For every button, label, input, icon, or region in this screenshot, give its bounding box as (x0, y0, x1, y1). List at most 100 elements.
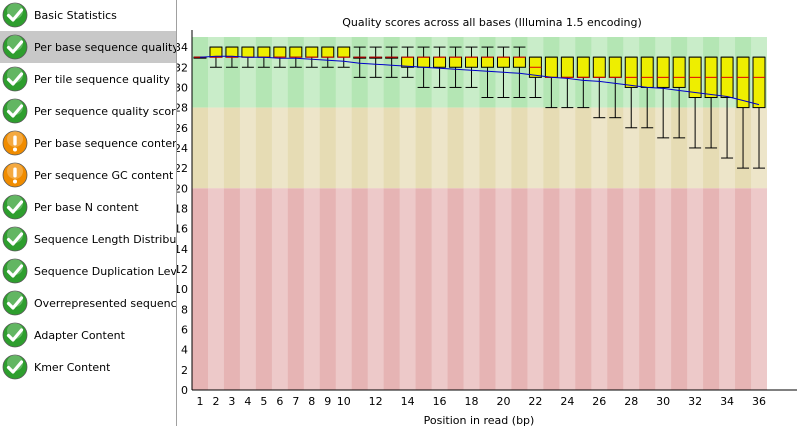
y-tick-label: 6 (181, 323, 188, 336)
box-plot (321, 46, 335, 68)
iqr-box (465, 56, 479, 68)
module-item[interactable]: Sequence Duplication Levels (0, 255, 176, 287)
box-plot (592, 56, 606, 119)
module-label: Basic Statistics (34, 8, 117, 22)
box-plot (496, 46, 510, 99)
zone-stripe (367, 188, 384, 390)
x-tick-label: 14 (401, 395, 415, 408)
x-tick-label: 10 (337, 395, 351, 408)
module-label: Per base sequence content (34, 136, 176, 150)
module-item[interactable]: Adapter Content (0, 319, 176, 351)
module-item[interactable]: Per sequence quality scores (0, 95, 176, 127)
zone-stripe (527, 107, 544, 189)
iqr-box (640, 56, 654, 88)
zone-stripe (239, 107, 256, 189)
check-icon (2, 226, 28, 252)
module-item[interactable]: Sequence Length Distribution (0, 223, 176, 255)
zone-stripe (335, 107, 352, 189)
module-item[interactable]: Per base sequence content (0, 127, 176, 159)
module-item[interactable]: Per base N content (0, 191, 176, 223)
x-tick-label: 3 (228, 395, 235, 408)
box-plot (576, 56, 590, 109)
iqr-box (257, 46, 271, 58)
module-label: Sequence Length Distribution (34, 232, 176, 246)
x-axis-label: Position in read (bp) (424, 414, 535, 426)
zone-stripe (399, 107, 416, 189)
y-tick-label: 18 (177, 202, 188, 215)
x-tick-label: 28 (624, 395, 638, 408)
check-icon (2, 258, 28, 284)
x-tick-label: 8 (308, 395, 315, 408)
x-tick-label: 20 (496, 395, 510, 408)
box-plot (465, 46, 479, 88)
iqr-box (209, 46, 223, 58)
iqr-box (608, 56, 622, 78)
iqr-box (752, 56, 766, 109)
zone-stripe (591, 107, 608, 189)
y-tick-label: 28 (177, 102, 188, 115)
box-plot (225, 46, 239, 68)
y-tick-label: 16 (177, 223, 188, 236)
y-tick-label: 4 (181, 344, 188, 357)
check-icon (2, 2, 28, 28)
module-label: Per base N content (34, 200, 139, 214)
x-tick-label: 6 (276, 395, 283, 408)
module-label: Overrepresented sequences (34, 296, 176, 310)
zone-stripe (559, 188, 576, 390)
module-label: Sequence Duplication Levels (34, 264, 176, 278)
zone-stripe (303, 188, 320, 390)
x-tick-label: 18 (465, 395, 479, 408)
check-icon (2, 98, 28, 124)
zone-stripe (751, 188, 767, 390)
zone-stripe (303, 107, 320, 189)
iqr-box (433, 56, 447, 68)
box-plot (401, 46, 415, 78)
iqr-box (512, 56, 526, 68)
box-plot (337, 46, 351, 68)
module-label: Per sequence quality scores (34, 104, 176, 118)
zone-stripe (335, 188, 352, 390)
box-plot (736, 56, 750, 169)
iqr-box (289, 46, 303, 58)
module-item[interactable]: Basic Statistics (0, 0, 176, 31)
zone-stripe (687, 188, 704, 390)
zone-stripe (463, 107, 480, 189)
module-item[interactable]: Overrepresented sequences (0, 287, 176, 319)
box-plot (752, 56, 766, 169)
box-plot (273, 46, 287, 68)
zone-stripe (495, 107, 512, 189)
iqr-box (449, 56, 463, 68)
iqr-box (305, 46, 319, 58)
x-tick-label: 12 (369, 395, 383, 408)
zone-stripe (495, 188, 512, 390)
quality-zone-bad (192, 188, 767, 390)
warning-icon (2, 130, 28, 156)
box-plot (369, 46, 383, 78)
box-plot (528, 56, 542, 99)
iqr-box (337, 46, 351, 58)
y-tick-label: 22 (177, 162, 188, 175)
module-label: Per tile sequence quality (34, 72, 170, 86)
x-tick-label: 5 (260, 395, 267, 408)
iqr-box (225, 46, 239, 58)
y-tick-label: 30 (177, 81, 188, 94)
zone-stripe (719, 188, 736, 390)
module-item[interactable]: Kmer Content (0, 351, 176, 383)
module-item[interactable]: Per base sequence quality (0, 31, 176, 63)
x-tick-label: 16 (433, 395, 447, 408)
x-tick-label: 9 (324, 395, 331, 408)
y-tick-label: 20 (177, 182, 188, 195)
x-tick-label: 1 (196, 395, 203, 408)
iqr-box (560, 56, 574, 78)
iqr-box (624, 56, 638, 88)
module-item[interactable]: Per sequence GC content (0, 159, 176, 191)
box-plot (209, 46, 223, 68)
check-icon (2, 354, 28, 380)
iqr-box (496, 56, 510, 68)
zone-stripe (623, 188, 640, 390)
box-plot (385, 46, 399, 78)
box-plot (656, 56, 670, 139)
module-list: Basic Statistics Per base sequence qualit… (0, 0, 177, 426)
check-icon (2, 322, 28, 348)
module-item[interactable]: Per tile sequence quality (0, 63, 176, 95)
